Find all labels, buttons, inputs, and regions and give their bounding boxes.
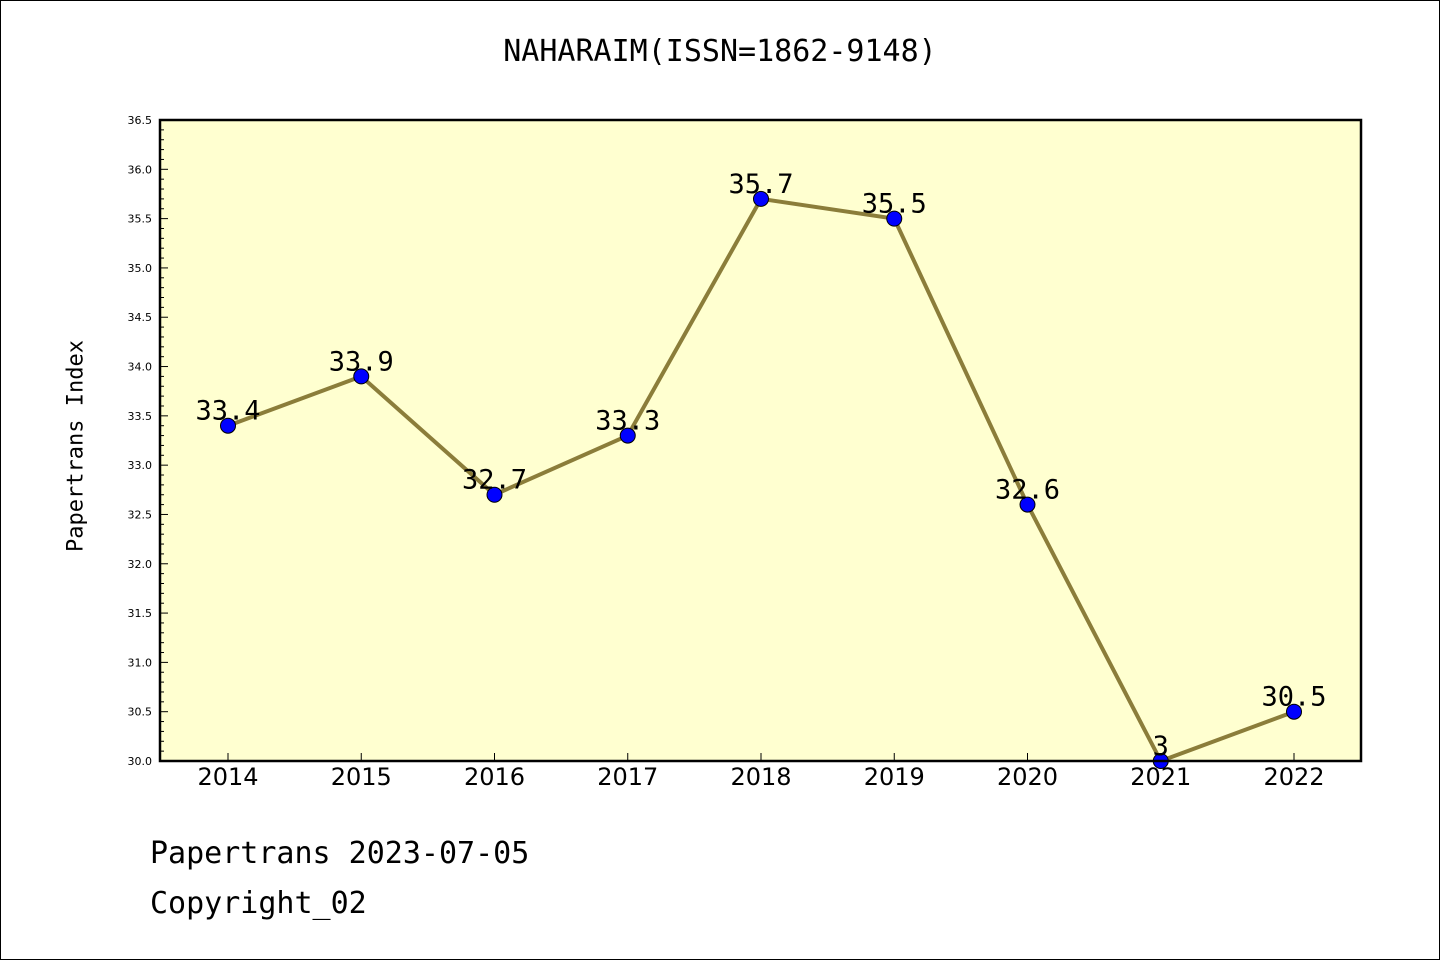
y-tick-label: 30.5 [128,706,153,719]
y-tick-label: 34.5 [128,311,153,324]
y-tick-label: 31.5 [128,607,153,620]
data-label: 30.5 [1261,682,1326,713]
data-point [753,190,769,207]
x-tick-label: 2015 [331,763,392,791]
data-point [619,427,636,444]
y-tick-label: 30.0 [128,755,153,768]
y-tick-label: 36.5 [128,114,153,127]
data-point [353,368,370,385]
data-label: 32.6 [995,475,1060,506]
data-point [1286,703,1302,720]
y-tick-label: 33.0 [128,459,153,472]
x-tick-label: 2020 [997,763,1058,791]
data-label: 35.7 [728,169,793,200]
data-point [1019,496,1036,513]
data-label: 35.5 [862,189,927,220]
y-tick-label: 32.5 [128,508,153,521]
y-tick-label: 31.0 [128,656,153,669]
y-tick-label: 32.0 [128,558,153,571]
x-tick-label: 2014 [197,763,258,791]
y-tick-label: 36.0 [128,163,153,176]
y-tick-label: 35.5 [128,213,153,226]
footer-date: Papertrans 2023-07-05 [150,836,530,871]
x-tick-label: 2018 [730,763,791,791]
x-tick-label: 2016 [464,763,525,791]
data-label: 33.9 [329,346,394,377]
x-tick-label: 2017 [597,763,658,791]
plot-border [158,118,1363,763]
data-point [486,486,503,503]
x-tick-label: 2022 [1263,763,1324,791]
data-label: 33.4 [195,396,260,427]
data-point [220,417,236,434]
data-label: 33.3 [595,406,660,437]
data-label: 32.7 [462,465,527,496]
footer-copyright: Copyright_02 [150,886,367,921]
y-tick-label: 33.5 [128,410,153,423]
data-point [886,210,903,227]
y-tick-label: 34.0 [128,361,153,374]
chart-title: NAHARAIM(ISSN=1862-9148) [503,34,937,69]
data-label: 3 [1153,731,1169,762]
plot-area [160,120,1361,761]
y-tick-label: 35.0 [128,262,153,275]
x-tick-label: 2019 [864,763,925,791]
